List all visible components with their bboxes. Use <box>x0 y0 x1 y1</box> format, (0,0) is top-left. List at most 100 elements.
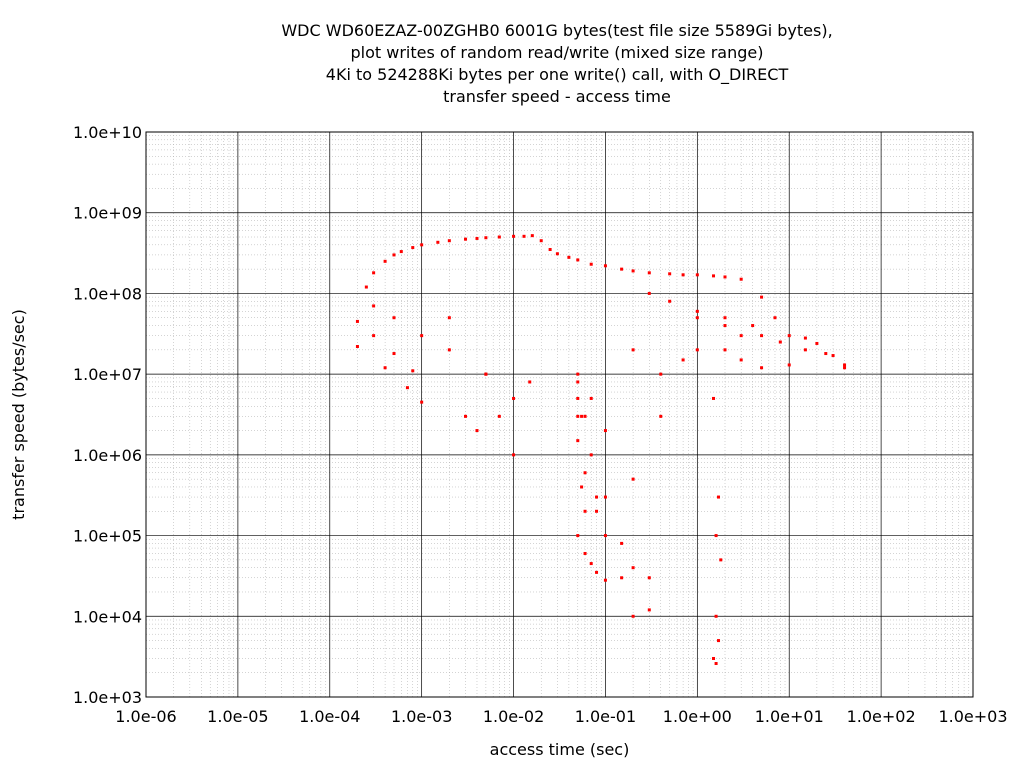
data-point <box>681 273 685 277</box>
data-point <box>723 275 727 279</box>
data-point <box>576 439 580 443</box>
data-point <box>714 534 718 538</box>
data-point <box>603 578 607 582</box>
data-point <box>620 576 624 580</box>
x-tick-label: 1.0e+03 <box>938 707 1007 726</box>
data-point <box>530 234 534 238</box>
data-point <box>355 345 359 349</box>
x-tick-label: 1.0e+01 <box>755 707 824 726</box>
data-point <box>760 295 764 299</box>
data-point <box>778 340 782 344</box>
minor-grid <box>146 132 973 697</box>
data-point <box>411 369 415 373</box>
data-point <box>436 240 440 244</box>
title-line-4: transfer speed - access time <box>443 87 671 106</box>
data-point <box>824 352 828 356</box>
data-point <box>659 372 663 376</box>
data-point <box>620 541 624 545</box>
data-point <box>773 316 777 320</box>
y-tick-label: 1.0e+08 <box>73 284 142 303</box>
x-tick-label: 1.0e-01 <box>575 707 636 726</box>
data-point <box>631 348 635 352</box>
data-point <box>712 274 716 278</box>
data-point <box>383 366 387 370</box>
data-point <box>815 341 819 345</box>
data-point <box>647 291 651 295</box>
x-tick-label: 1.0e-05 <box>207 707 268 726</box>
data-point <box>392 316 396 320</box>
data-point <box>420 334 424 338</box>
data-point <box>631 566 635 570</box>
data-point <box>512 234 516 238</box>
data-point <box>647 271 651 275</box>
data-point <box>714 614 718 618</box>
data-point <box>659 414 663 418</box>
data-point <box>595 495 599 499</box>
data-point <box>603 264 607 268</box>
data-point <box>372 271 376 275</box>
data-point <box>843 363 847 367</box>
data-point <box>719 558 723 562</box>
data-point <box>464 414 468 418</box>
data-point <box>583 414 587 418</box>
x-axis-ticks: 1.0e-06 1.0e-05 1.0e-04 1.0e-03 1.0e-02 1.0e-… <box>115 707 1007 726</box>
data-point <box>475 236 479 240</box>
data-point <box>595 570 599 574</box>
data-point <box>464 237 468 241</box>
data-point <box>589 562 593 566</box>
x-tick-label: 1.0e+00 <box>663 707 732 726</box>
data-point <box>583 471 587 475</box>
data-point <box>603 495 607 499</box>
y-tick-label: 1.0e+07 <box>73 365 142 384</box>
data-point <box>760 334 764 338</box>
data-point <box>576 534 580 538</box>
y-tick-label: 1.0e+10 <box>73 123 142 142</box>
data-point <box>420 243 424 247</box>
data-point <box>555 252 559 256</box>
data-point <box>392 253 396 257</box>
data-point <box>647 576 651 580</box>
data-point <box>843 366 847 370</box>
data-point <box>739 334 743 338</box>
data-point <box>695 309 699 313</box>
data-point <box>717 495 721 499</box>
x-tick-label: 1.0e-06 <box>115 707 176 726</box>
data-point <box>631 614 635 618</box>
data-point <box>668 272 672 276</box>
data-point <box>355 319 359 323</box>
data-point <box>631 477 635 481</box>
data-point <box>580 414 584 418</box>
data-point <box>723 324 727 328</box>
data-point <box>595 509 599 513</box>
data-point <box>372 304 376 308</box>
data-point <box>751 324 755 328</box>
data-point <box>695 273 699 277</box>
y-tick-label: 1.0e+04 <box>73 607 142 626</box>
data-point <box>580 485 584 489</box>
x-tick-label: 1.0e-02 <box>483 707 544 726</box>
data-point <box>383 259 387 263</box>
title-line-2: plot writes of random read/write (mixed … <box>350 43 764 62</box>
data-point <box>787 363 791 367</box>
data-point <box>603 534 607 538</box>
data-point <box>803 336 807 340</box>
data-point <box>512 396 516 400</box>
title-line-1: WDC WD60EZAZ-00ZGHB0 6001G bytes(test fi… <box>281 21 833 40</box>
data-point <box>712 656 716 660</box>
data-point <box>647 608 651 612</box>
data-point <box>484 372 488 376</box>
data-point <box>372 334 376 338</box>
data-point <box>583 509 587 513</box>
y-tick-label: 1.0e+03 <box>73 688 142 707</box>
data-point <box>589 262 593 266</box>
data-point <box>447 239 451 243</box>
data-point <box>714 662 718 666</box>
data-point <box>447 348 451 352</box>
data-point <box>723 316 727 320</box>
data-point <box>420 400 424 404</box>
y-tick-label: 1.0e+05 <box>73 527 142 546</box>
data-point <box>803 348 807 352</box>
data-point <box>539 239 543 243</box>
data-point <box>631 269 635 273</box>
